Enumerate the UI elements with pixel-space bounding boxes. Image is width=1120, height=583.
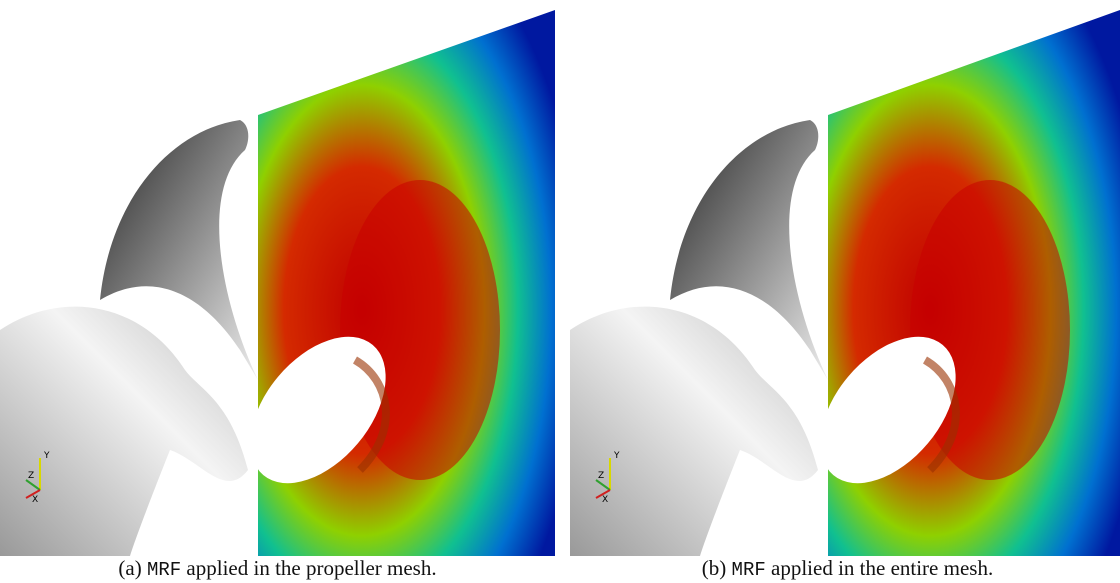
caption-label: (b) bbox=[702, 556, 727, 580]
axis-label: Y bbox=[43, 451, 50, 461]
caption-code: MRF bbox=[732, 559, 766, 581]
caption-label: (a) bbox=[118, 556, 141, 580]
axis-label: Z bbox=[598, 471, 604, 481]
axis-label: Y bbox=[613, 451, 620, 461]
axis-label: Z bbox=[28, 471, 34, 481]
caption-text: applied in the entire mesh. bbox=[771, 556, 993, 580]
page: YZX (a) MRF applied in the propeller mes… bbox=[0, 0, 1120, 583]
caption-text: applied in the propeller mesh. bbox=[186, 556, 436, 580]
caption-code: MRF bbox=[147, 559, 181, 581]
axis-label: X bbox=[602, 495, 608, 505]
render: YZ X bbox=[570, 0, 1120, 556]
caption: (a) MRF applied in the propeller mesh. bbox=[0, 556, 555, 581]
axis-label: X bbox=[32, 495, 38, 505]
caption: (b) MRF applied in the entire mesh. bbox=[570, 556, 1120, 581]
render: YZ X bbox=[0, 0, 555, 556]
blade bbox=[570, 307, 818, 556]
blade bbox=[0, 307, 248, 556]
